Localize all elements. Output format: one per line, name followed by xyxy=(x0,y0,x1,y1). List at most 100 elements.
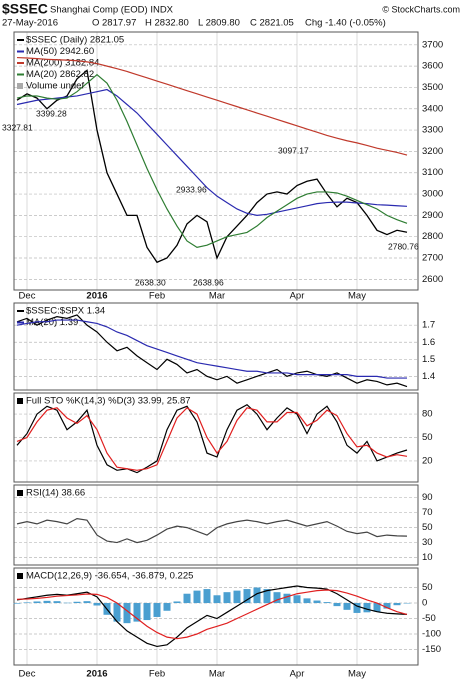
change: Chg -1.40 (-0.05%) xyxy=(305,18,386,29)
histogram-bar xyxy=(393,603,401,606)
histogram-bar xyxy=(383,603,391,609)
histogram-bar xyxy=(23,602,31,604)
y-tick-label: -150 xyxy=(422,644,441,655)
y-tick-label: 2900 xyxy=(422,210,443,221)
panel-title: Full STO %K(14,3) %D(3) 33.99, 25.87 xyxy=(26,396,191,407)
histogram-bar xyxy=(153,603,161,617)
legend-label: MA(20) 1.39 xyxy=(26,317,78,328)
x-tick-label: Feb xyxy=(149,291,165,302)
histogram-bar xyxy=(323,602,331,604)
legend-label: MA(50) 2942.60 xyxy=(26,46,94,57)
legend-swatch xyxy=(17,398,23,404)
legend-swatch xyxy=(17,490,23,496)
y-tick-label: 3100 xyxy=(422,167,443,178)
histogram-bar xyxy=(293,595,301,604)
histogram-bar xyxy=(133,603,141,622)
histogram-bar xyxy=(83,601,91,604)
legend-swatch xyxy=(17,83,23,89)
legend-label: $SSEC:$SPX 1.34 xyxy=(26,306,105,317)
annotation: 2780.76 xyxy=(388,241,419,251)
subtitle: Shanghai Comp (EOD) INDX xyxy=(50,5,174,16)
y-tick-label: 3500 xyxy=(422,82,443,93)
annotation: 2638.30 xyxy=(135,277,166,287)
y-tick-label: 2800 xyxy=(422,231,443,242)
legend-label: $SSEC (Daily) 2821.05 xyxy=(26,35,124,46)
y-tick-label: 80 xyxy=(422,409,433,420)
histogram-bar xyxy=(213,595,221,604)
x-tick-label: Feb xyxy=(149,669,165,680)
annotation: 3097.17 xyxy=(278,145,309,155)
histogram-bar xyxy=(313,600,321,604)
low: L 2809.80 xyxy=(198,18,240,29)
histogram-bar xyxy=(303,598,311,604)
series-line xyxy=(16,88,408,216)
y-tick-label: 3400 xyxy=(422,103,443,114)
panel-frame xyxy=(13,392,419,483)
histogram-bar xyxy=(253,587,261,604)
series-line xyxy=(16,314,408,388)
series-line xyxy=(16,403,408,474)
y-tick-label: 70 xyxy=(422,507,433,518)
y-tick-label: 90 xyxy=(422,492,433,503)
histogram-bar xyxy=(353,603,361,613)
y-tick-label: -50 xyxy=(422,613,436,624)
series-line xyxy=(16,319,407,379)
panel-title: RSI(14) 38.66 xyxy=(26,488,85,499)
y-tick-label: 1.7 xyxy=(422,320,435,331)
high: H 2832.80 xyxy=(145,18,189,29)
histogram-bar xyxy=(243,589,251,604)
x-tick-label: Mar xyxy=(209,669,225,680)
date: 27-May-2016 xyxy=(2,18,58,29)
y-tick-label: 3000 xyxy=(422,189,443,200)
histogram-bar xyxy=(63,602,71,604)
histogram-bar xyxy=(263,589,271,604)
x-tick-label: Dec xyxy=(19,291,36,302)
y-tick-label: 3300 xyxy=(422,125,443,136)
y-tick-label: 1.6 xyxy=(422,337,435,348)
annotation: 2638.96 xyxy=(193,277,224,287)
y-tick-label: 3200 xyxy=(422,146,443,157)
y-tick-label: 2600 xyxy=(422,274,443,285)
y-tick-label: 50 xyxy=(422,432,433,443)
histogram-bar xyxy=(33,601,41,604)
open: O 2817.97 xyxy=(92,18,136,29)
annotation: 3327.81 xyxy=(2,122,33,132)
histogram-bar xyxy=(183,593,191,604)
panel-frame xyxy=(13,31,419,291)
histogram-bar xyxy=(233,590,241,604)
title: $SSEC xyxy=(2,1,48,17)
histogram-bar xyxy=(163,603,171,611)
legend-label: Volume undef xyxy=(26,81,84,92)
histogram-bar xyxy=(13,603,21,604)
x-tick-label: Dec xyxy=(19,669,36,680)
y-tick-label: 3700 xyxy=(422,39,443,50)
series-line xyxy=(16,518,408,544)
histogram-bar xyxy=(283,593,291,604)
histogram-bar xyxy=(53,601,61,604)
series-line xyxy=(16,585,408,648)
legend-swatch xyxy=(17,573,23,579)
y-tick-label: 50 xyxy=(422,522,433,533)
panel-frame xyxy=(13,567,419,666)
histogram-bar xyxy=(123,603,131,624)
histogram-bar xyxy=(143,603,151,621)
panel-frame xyxy=(13,484,419,566)
y-tick-label: 20 xyxy=(422,455,433,466)
x-tick-label: Apr xyxy=(290,669,305,680)
histogram-bar xyxy=(343,603,351,610)
x-tick-label: May xyxy=(348,291,366,302)
y-tick-label: -100 xyxy=(422,629,441,640)
histogram-bar xyxy=(43,600,51,604)
annotation: 3399.28 xyxy=(36,108,67,118)
legend-label: MA(20) 2862.82 xyxy=(26,69,94,80)
close: C 2821.05 xyxy=(250,18,294,29)
annotation: 2933.96 xyxy=(176,184,207,194)
histogram-bar xyxy=(333,603,341,607)
panel-frame xyxy=(13,302,419,391)
x-tick-label: 2016 xyxy=(86,291,107,302)
source: © StockCharts.com xyxy=(382,4,460,14)
y-tick-label: 2700 xyxy=(422,253,443,264)
histogram-bar xyxy=(223,592,231,604)
y-tick-label: 10 xyxy=(422,552,433,563)
histogram-bar xyxy=(173,601,181,604)
